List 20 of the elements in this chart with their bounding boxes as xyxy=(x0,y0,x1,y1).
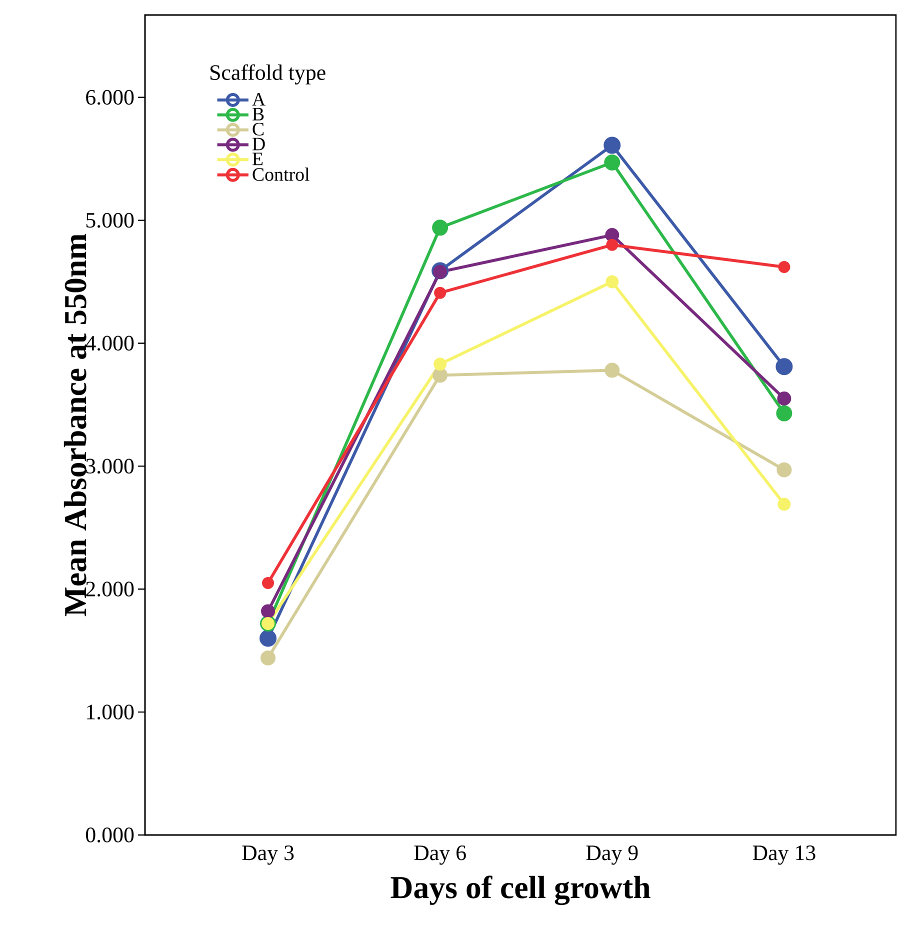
y-tick-label: 6.000 xyxy=(86,90,134,105)
x-tick-label: Day 3 xyxy=(242,846,294,865)
legend-label: B xyxy=(252,108,264,120)
y-axis-title: Mean Absorbance at 550nm xyxy=(64,234,86,616)
legend-title: Scaffold type xyxy=(210,64,326,84)
y-tick-label: 0.000 xyxy=(86,828,134,842)
y-tick-label: 1.000 xyxy=(87,704,134,720)
x-tick-label: Day 9 xyxy=(586,846,638,865)
y-tick-label: 4.000 xyxy=(86,336,134,351)
y-tick-label: 2.000 xyxy=(86,582,134,597)
y-tick-label: 3.000 xyxy=(86,458,134,474)
x-tick-label: Day 13 xyxy=(752,846,816,865)
legend-label: Control xyxy=(252,168,310,181)
legend-label: E xyxy=(252,152,263,166)
legend-label: D xyxy=(252,138,265,150)
x-tick-label: Day 6 xyxy=(414,846,466,865)
x-axis-title: Days of cell growth xyxy=(390,876,650,906)
legend-label: A xyxy=(252,92,266,106)
y-tick-label: 5.000 xyxy=(86,212,134,228)
legend-label: C xyxy=(252,122,264,136)
